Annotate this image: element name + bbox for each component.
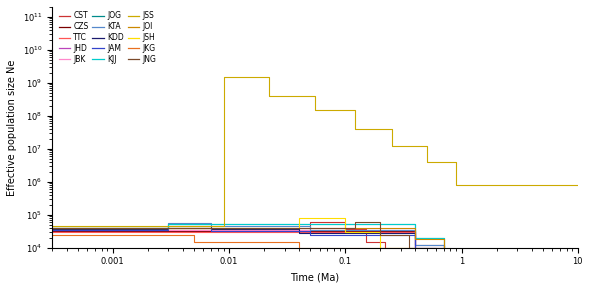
Legend: CST, CZS, TTC, JHD, JBK, JOG, KTA, KDD, JAM, KJJ, JSS, JOI, JSH, JKG, JNG: CST, CZS, TTC, JHD, JBK, JOG, KTA, KDD, … bbox=[56, 8, 159, 67]
Y-axis label: Effective population size Ne: Effective population size Ne bbox=[7, 59, 17, 196]
X-axis label: Time (Ma): Time (Ma) bbox=[290, 272, 339, 282]
